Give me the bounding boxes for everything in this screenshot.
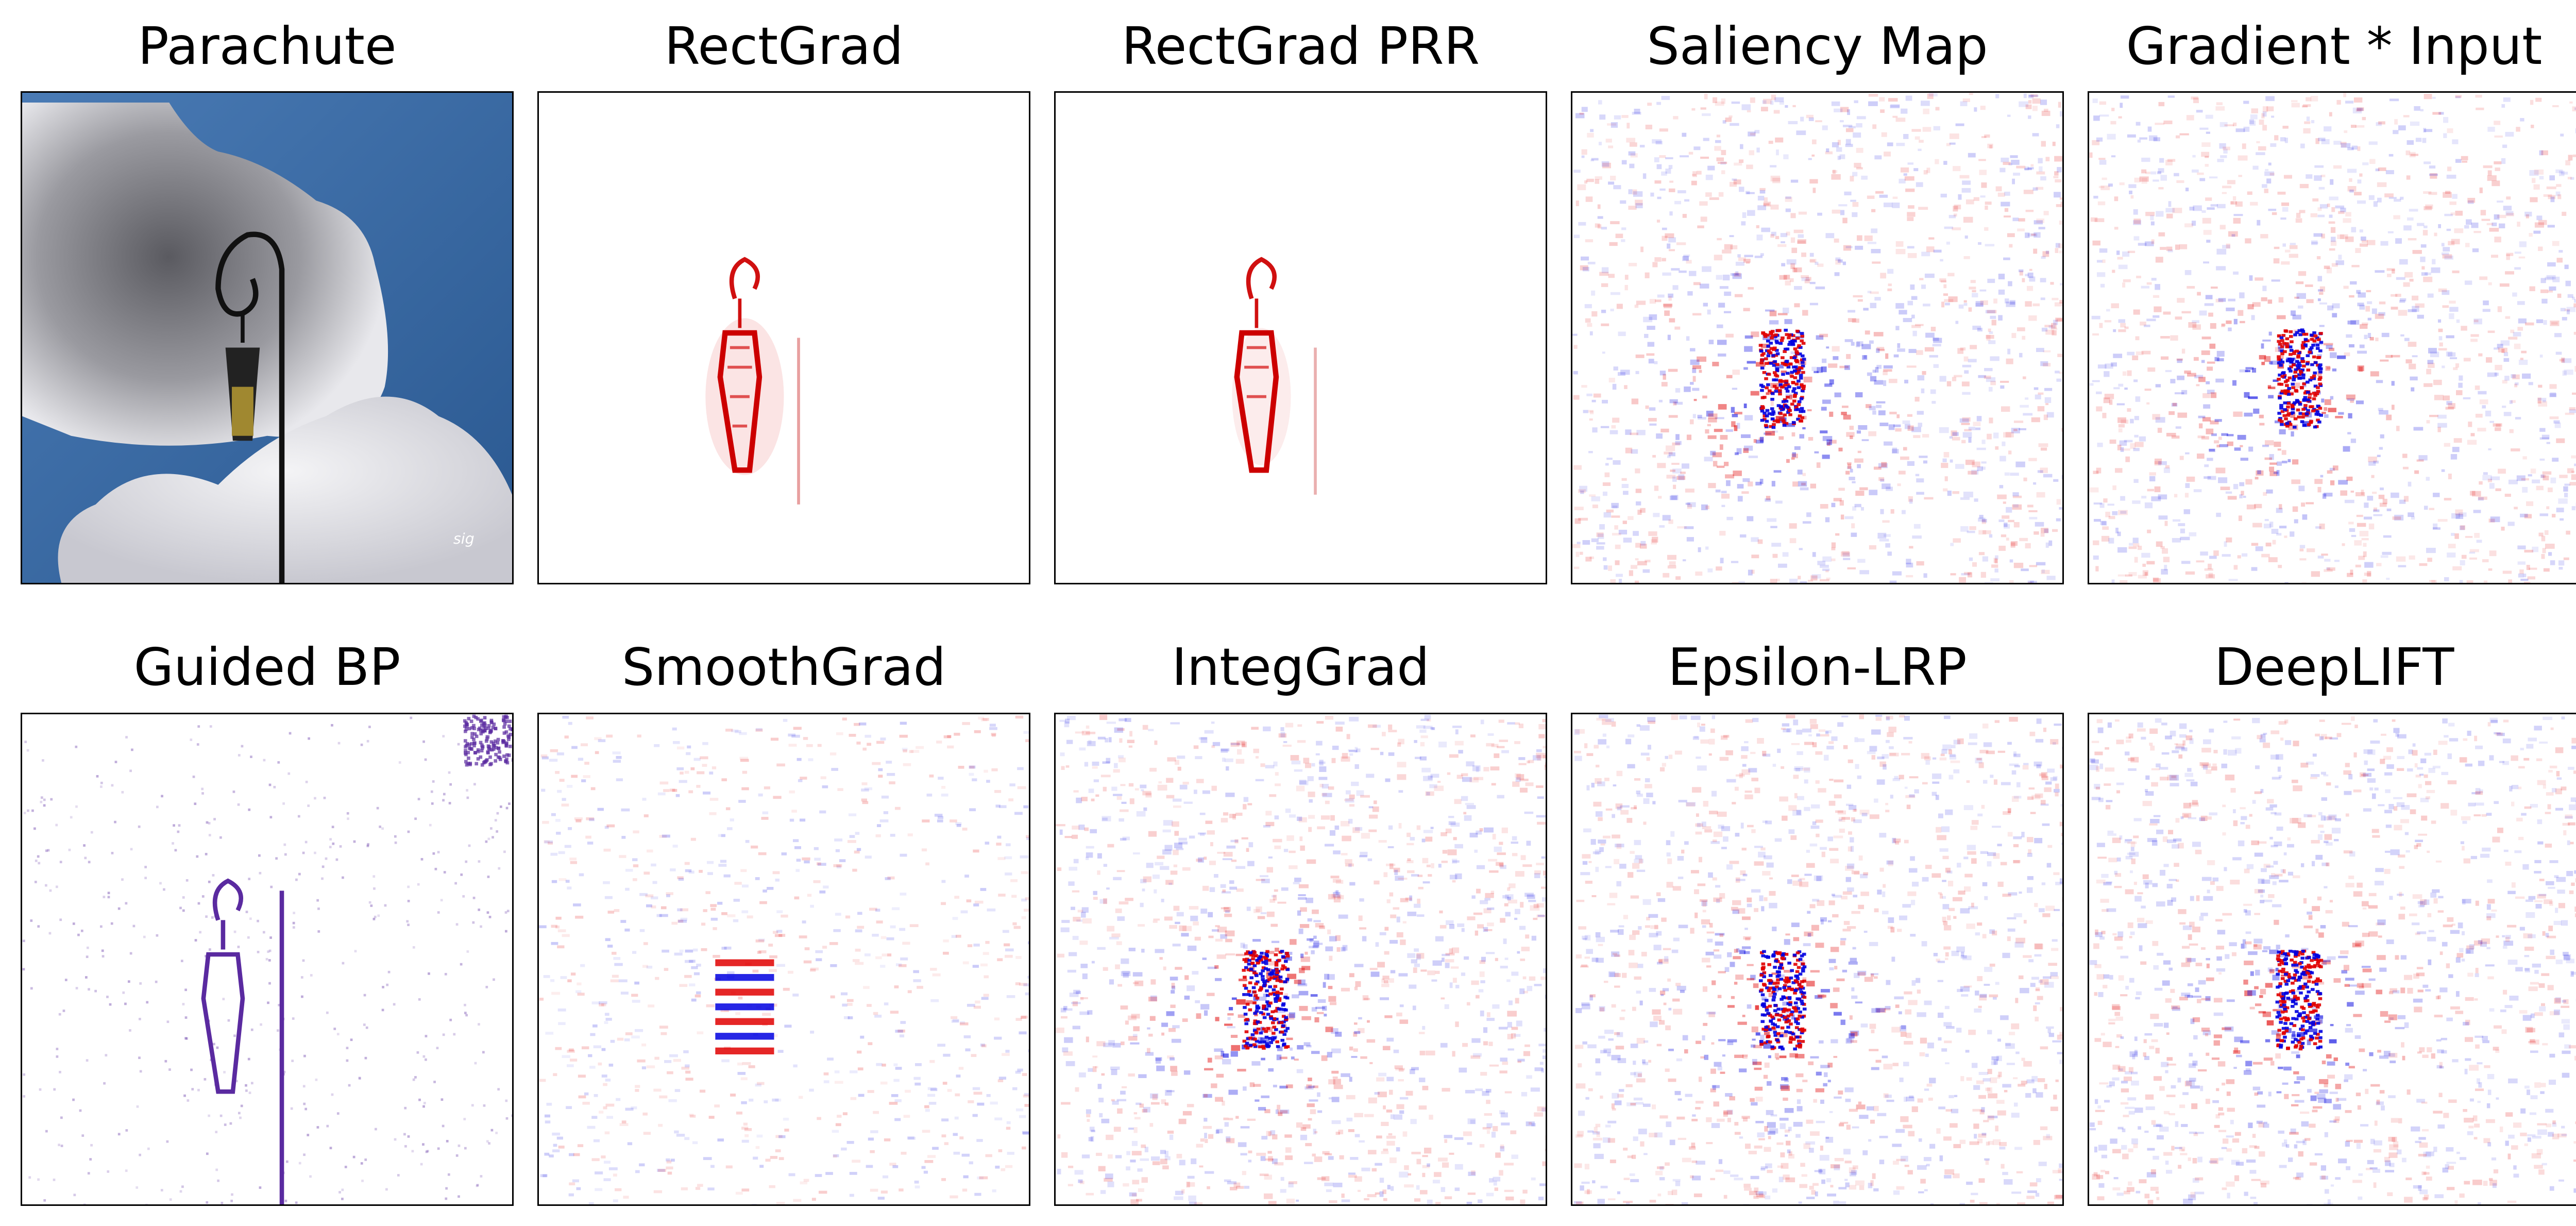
panel-title: Gradient * Input [2126, 16, 2543, 76]
attribution-map [2088, 713, 2576, 1206]
input-photo: sig [21, 91, 514, 584]
panel-title: RectGrad [664, 16, 904, 76]
panel-title: Parachute [138, 16, 397, 76]
attribution-map [1054, 713, 1547, 1206]
panel-title: SmoothGrad [621, 637, 946, 697]
panel-title: Guided BP [133, 637, 401, 697]
panel-title: Saliency Map [1647, 16, 1988, 76]
attribution-map [537, 713, 1030, 1206]
panel-title: RectGrad PRR [1121, 16, 1480, 76]
panel-title: DeepLIFT [2214, 637, 2454, 697]
attribution-map [21, 713, 514, 1206]
panel-title: IntegGrad [1172, 637, 1430, 697]
attribution-map [2088, 91, 2576, 584]
attribution-map [1571, 713, 2064, 1206]
attribution-map [1054, 91, 1547, 584]
attribution-map [537, 91, 1030, 584]
panel-title: Epsilon-LRP [1668, 637, 1967, 697]
svg-text:sig: sig [453, 530, 474, 547]
attribution-map [1571, 91, 2064, 584]
